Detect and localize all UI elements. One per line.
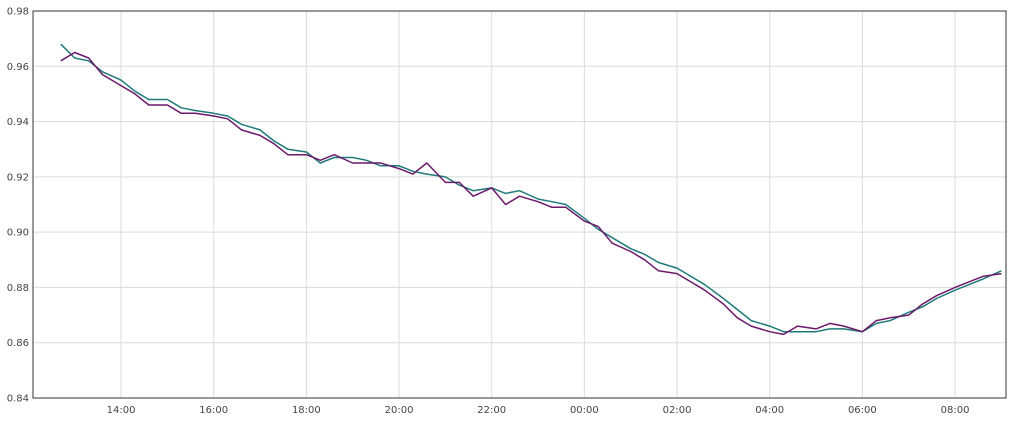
y-tick-label: 0.86 [7, 338, 29, 349]
x-tick-label: 00:00 [570, 405, 599, 416]
series-group [60, 43, 1002, 336]
x-tick-label: 20:00 [385, 405, 414, 416]
x-tick-label: 08:00 [941, 405, 970, 416]
series-line-2 [60, 51, 1002, 336]
grid [33, 10, 1006, 399]
y-tick-label: 0.94 [7, 117, 29, 128]
series-line-1 [60, 43, 1002, 333]
x-tick-label: 14:00 [107, 405, 136, 416]
x-tick-label: 04:00 [755, 405, 784, 416]
y-tick-label: 0.88 [7, 283, 29, 294]
x-tick-label: 22:00 [477, 405, 506, 416]
x-tick-label: 06:00 [848, 405, 877, 416]
y-tick-label: 0.96 [7, 62, 29, 73]
y-axis-ticks: 0.84 0.86 0.88 0.90 0.92 0.94 0.96 0.98 [7, 7, 29, 405]
x-tick-label: 18:00 [292, 405, 321, 416]
plot-frame [32, 10, 1007, 399]
y-tick-label: 0.84 [7, 394, 29, 405]
x-tick-label: 16:00 [199, 405, 228, 416]
x-axis-ticks: 14:00 16:00 18:00 20:00 22:00 00:00 02:00 04:00… [107, 405, 970, 416]
y-tick-label: 0.92 [7, 172, 29, 183]
y-tick-label: 0.90 [7, 228, 29, 239]
y-tick-label: 0.98 [7, 7, 29, 18]
x-tick-label: 02:00 [663, 405, 692, 416]
